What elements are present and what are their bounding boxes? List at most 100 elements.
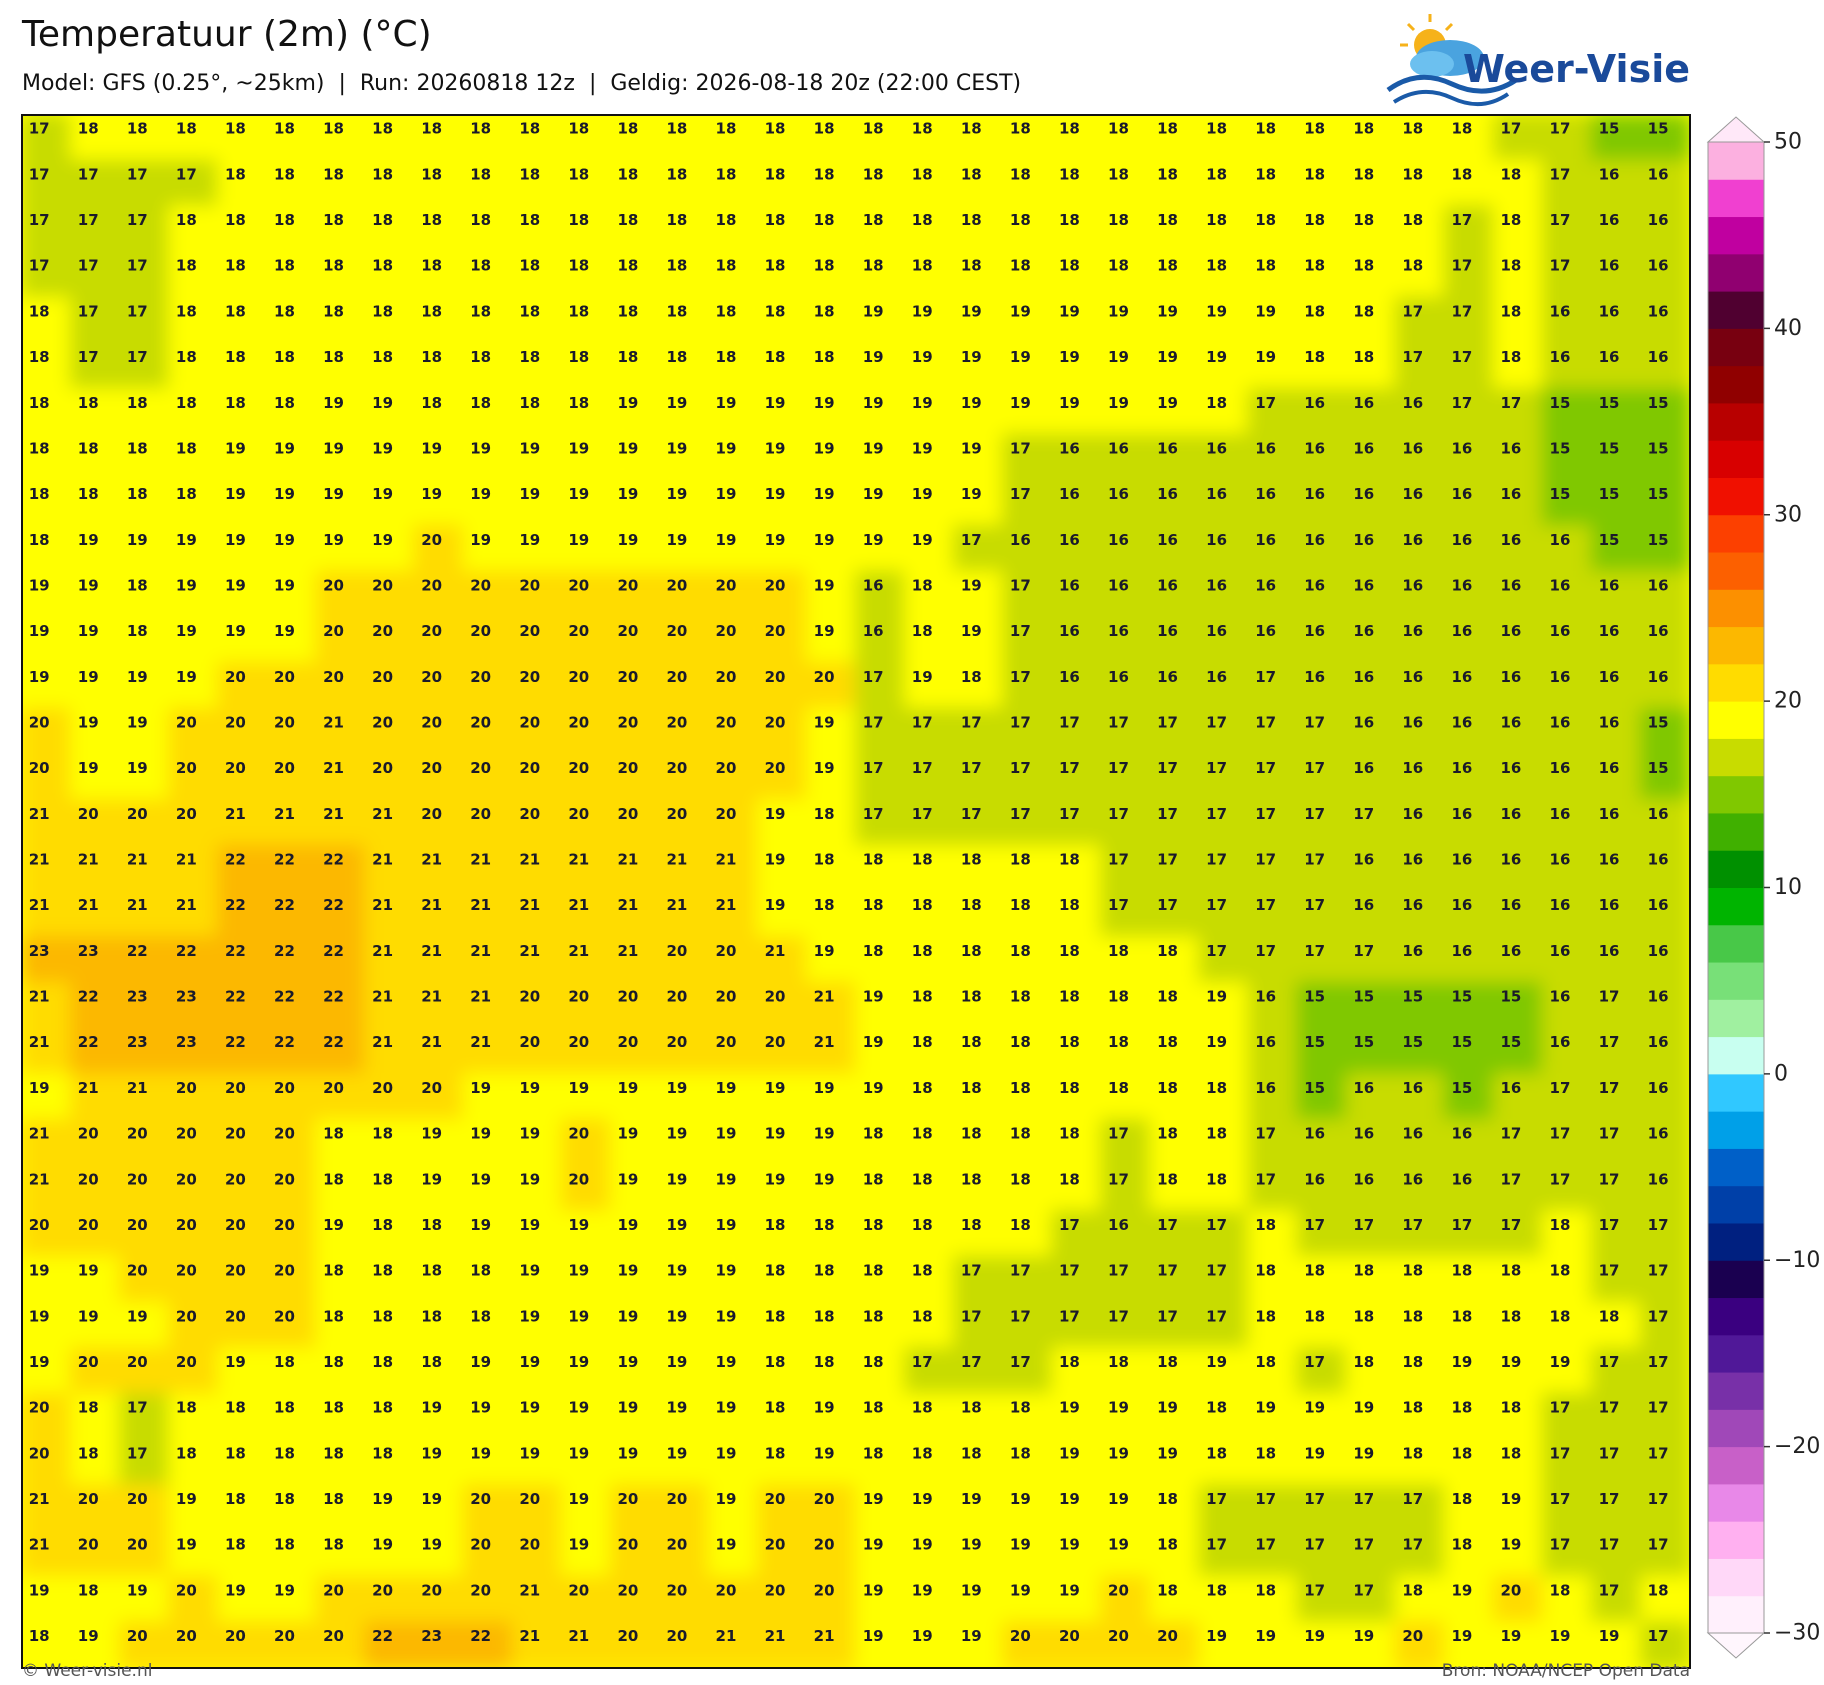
field-cell	[462, 1301, 514, 1350]
temperature-label: 16	[1255, 1033, 1276, 1051]
temperature-label: 18	[176, 257, 197, 275]
field-cell	[1345, 707, 1397, 756]
temperature-label: 21	[29, 851, 50, 869]
field-cell	[168, 707, 220, 756]
field-cell	[1541, 707, 1593, 756]
temperature-label: 20	[225, 1079, 246, 1097]
field-cell	[315, 662, 367, 710]
temperature-label: 16	[1599, 851, 1620, 869]
field-cell	[707, 342, 759, 391]
temperature-label: 20	[470, 805, 491, 823]
field-cell	[756, 570, 808, 619]
colorbar-tick-label: 0	[1774, 1061, 1788, 1086]
field-cell	[1541, 1301, 1593, 1350]
field-cell	[168, 570, 220, 619]
field-cell	[119, 662, 171, 710]
temperature-label: 17	[1255, 1490, 1276, 1508]
temperature-label: 17	[1108, 896, 1129, 914]
field-cell	[1492, 707, 1544, 756]
temperature-label: 18	[1550, 1262, 1571, 1280]
field-cell	[1394, 890, 1446, 939]
temperature-label: 18	[1550, 1216, 1571, 1234]
temperature-label: 17	[1206, 1490, 1227, 1508]
field-cell	[462, 1118, 514, 1167]
field-cell	[168, 433, 220, 482]
temperature-label: 20	[372, 622, 393, 640]
field-cell	[1051, 433, 1103, 482]
field-cell	[658, 707, 710, 756]
field-cell	[609, 616, 661, 665]
field-cell	[1002, 1347, 1054, 1395]
field-cell	[904, 1301, 956, 1350]
temperature-label: 19	[470, 1444, 491, 1462]
temperature-label: 16	[1206, 439, 1227, 457]
field-cell	[364, 388, 416, 436]
field-cell	[953, 844, 1005, 893]
field-cell	[1100, 479, 1152, 528]
field-cell	[560, 1164, 612, 1213]
temperature-label: 19	[912, 668, 933, 686]
temperature-label: 17	[961, 1262, 982, 1280]
temperature-label: 18	[372, 1262, 393, 1280]
field-cell	[413, 1118, 465, 1167]
field-cell	[217, 159, 269, 208]
temperature-label: 20	[1010, 1627, 1031, 1645]
temperature-label: 20	[666, 1490, 687, 1508]
temperature-label: 16	[863, 622, 884, 640]
field-cell	[1100, 1164, 1152, 1213]
field-cell	[1492, 296, 1544, 345]
field-cell	[1345, 799, 1397, 847]
field-cell	[315, 115, 367, 162]
temperature-label: 17	[1648, 1262, 1669, 1280]
temperature-label: 20	[470, 1581, 491, 1599]
temperature-label: 18	[274, 394, 295, 412]
field-cell	[462, 525, 514, 573]
field-cell	[462, 1073, 514, 1121]
temperature-label: 16	[1451, 896, 1472, 914]
temperature-label: 18	[323, 302, 344, 320]
field-cell	[1345, 936, 1397, 984]
field-cell	[1149, 799, 1201, 847]
field-cell	[1394, 115, 1446, 162]
temperature-label: 23	[421, 1627, 442, 1645]
temperature-label: 17	[1550, 1125, 1571, 1143]
temperature-label: 18	[1059, 942, 1080, 960]
temperature-label: 17	[29, 120, 50, 138]
field-cell	[462, 1210, 514, 1258]
temperature-label: 20	[716, 1581, 737, 1599]
field-cell	[1443, 479, 1495, 528]
temperature-label: 21	[78, 896, 99, 914]
temperature-label: 18	[814, 851, 835, 869]
temperature-label: 17	[1550, 1536, 1571, 1554]
temperature-label: 16	[1353, 1079, 1374, 1097]
temperature-label: 19	[421, 1490, 442, 1508]
temperature-label: 19	[1108, 348, 1129, 366]
temperature-label: 16	[863, 576, 884, 594]
field-cell	[1345, 844, 1397, 893]
field-cell	[1492, 1073, 1544, 1121]
field-cell	[511, 433, 563, 482]
field-cell	[1051, 296, 1103, 345]
footer-credit: © Weer-visie.nl	[22, 1661, 152, 1681]
temperature-label: 23	[176, 988, 197, 1006]
field-cell	[1394, 251, 1446, 299]
field-cell	[609, 936, 661, 984]
temperature-label: 21	[127, 896, 148, 914]
temperature-label: 17	[1648, 1490, 1669, 1508]
temperature-label: 19	[1108, 1444, 1129, 1462]
temperature-label: 18	[912, 896, 933, 914]
field-cell	[805, 1255, 857, 1304]
temperature-label: 21	[29, 1033, 50, 1051]
field-cell	[22, 570, 73, 619]
field-cell	[119, 707, 171, 756]
temperature-label: 20	[519, 576, 540, 594]
colorbar-band	[1708, 738, 1764, 777]
field-cell	[1051, 205, 1103, 254]
temperature-label: 23	[78, 942, 99, 960]
temperature-label: 19	[1010, 302, 1031, 320]
field-cell	[609, 115, 661, 162]
temperature-label: 15	[1648, 485, 1669, 503]
field-cell	[1590, 1301, 1642, 1350]
temperature-label: 20	[176, 759, 197, 777]
